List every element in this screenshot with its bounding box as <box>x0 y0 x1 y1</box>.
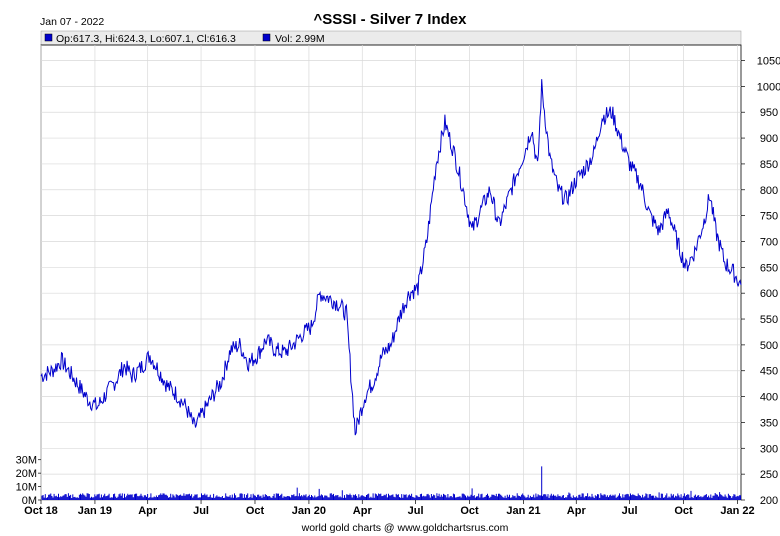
date-axis: Oct 18 Jan 19 Apr Jul Oct Jan 20 Apr Jul Oct Jan … <box>24 500 755 517</box>
volume-legend: Vol: 2.99M <box>275 33 325 45</box>
date-tick-label: Jan 21 <box>506 505 540 517</box>
price-tick-label: 400 <box>760 392 778 404</box>
volume-bars <box>41 466 741 500</box>
volume-bar <box>41 466 741 500</box>
date-tick-label: Apr <box>138 505 158 517</box>
price-tick-label: 1000 <box>757 81 780 93</box>
gridlines <box>40 45 741 501</box>
volume-tick-label: 0M <box>22 495 37 507</box>
date-tick-label: Apr <box>353 505 373 517</box>
price-tick-label: 900 <box>760 133 778 145</box>
date-tick-label: Oct <box>674 505 693 517</box>
price-tick-label: 1050 <box>757 56 780 68</box>
date-tick-label: Oct 18 <box>24 505 58 517</box>
price-tick-label: 300 <box>760 443 778 455</box>
price-legend-swatch <box>44 33 53 42</box>
price-tick-label: 600 <box>760 288 778 300</box>
price-tick-label: 550 <box>760 314 778 326</box>
date-tick-label: Jul <box>193 505 209 517</box>
date-tick-label: Oct <box>460 505 479 517</box>
price-tick-label: 800 <box>760 185 778 197</box>
price-axis: 200 250 300 350 400 450 500 550 600 650 700 750 800 8… <box>741 56 780 507</box>
date-tick-label: Jan 19 <box>78 505 112 517</box>
price-line <box>40 79 742 436</box>
price-tick-label: 350 <box>760 417 778 429</box>
chart-title: ^SSSI - Silver 7 Index <box>314 11 468 28</box>
date-tick-label: Oct <box>246 505 265 517</box>
price-series <box>40 79 742 436</box>
price-tick-label: 650 <box>760 262 778 274</box>
volume-legend-swatch <box>262 33 271 42</box>
volume-tick-label: 30M <box>16 455 37 467</box>
date-tick-label: Jul <box>408 505 424 517</box>
price-tick-label: 700 <box>760 236 778 248</box>
price-tick-label: 950 <box>760 107 778 119</box>
price-tick-label: 200 <box>760 495 778 507</box>
price-tick-label: 750 <box>760 211 778 223</box>
chart-footer: world gold charts @ www.goldchartsrus.co… <box>301 522 509 534</box>
volume-tick-label: 10M <box>16 482 37 494</box>
date-tick-label: Jan 20 <box>292 505 326 517</box>
price-tick-label: 500 <box>760 340 778 352</box>
volume-tick-label: 20M <box>16 468 37 480</box>
chart-date: Jan 07 - 2022 <box>40 16 104 28</box>
price-tick-label: 450 <box>760 366 778 378</box>
plot-frame <box>40 44 742 501</box>
ohlc-legend: Op:617.3, Hi:624.3, Lo:607.1, Cl:616.3 <box>56 33 236 45</box>
price-tick-label: 250 <box>760 469 778 481</box>
price-tick-label: 850 <box>760 159 778 171</box>
date-tick-label: Jul <box>622 505 638 517</box>
date-tick-label: Jan 22 <box>720 505 754 517</box>
date-tick-label: Apr <box>567 505 587 517</box>
